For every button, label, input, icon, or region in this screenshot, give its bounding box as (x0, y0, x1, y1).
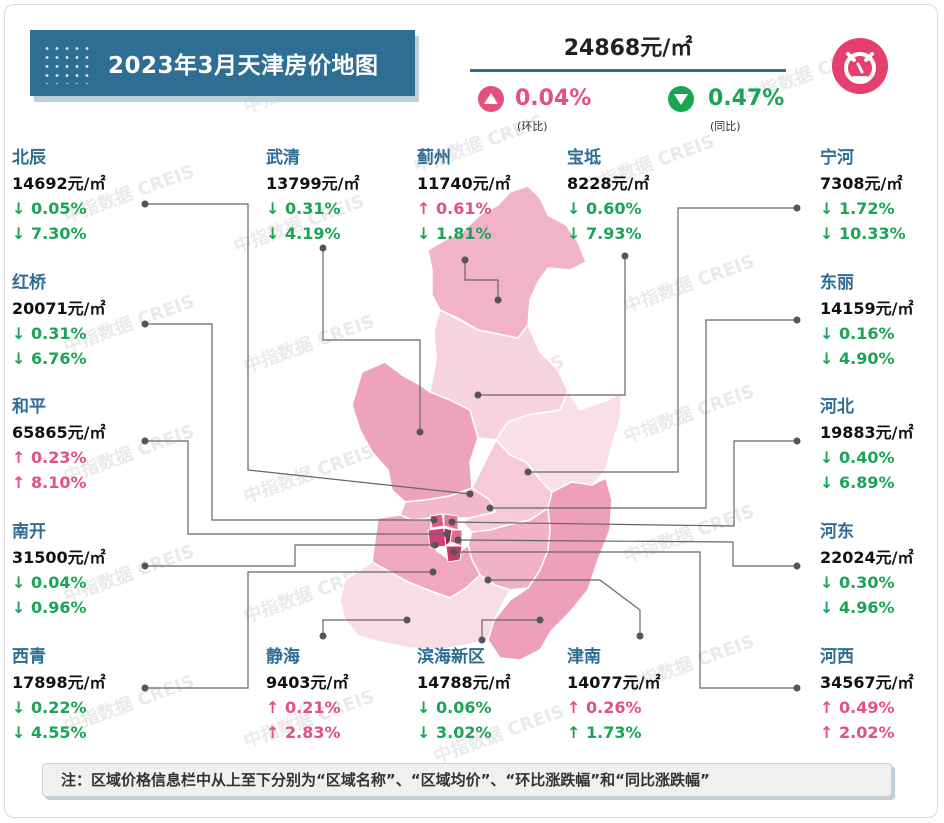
district-name: 南开 (12, 522, 46, 542)
district-mom: ↑ 0.23% (12, 448, 87, 467)
yoy-change-label: (同比) (710, 120, 741, 133)
district-yoy: ↓ 7.30% (12, 224, 87, 243)
district-yoy: ↓ 7.93% (567, 224, 642, 243)
district-price: 17898元/㎡ (12, 673, 106, 692)
district-yoy: ↓ 4.96% (820, 598, 895, 617)
triangle-up-icon (478, 86, 504, 112)
district-yoy: ↑ 2.02% (820, 723, 895, 742)
triangle-down-icon (668, 86, 694, 112)
district-yoy: ↓ 0.96% (12, 598, 87, 617)
district-price: 13799元/㎡ (266, 174, 360, 193)
district-price: 14788元/㎡ (417, 673, 511, 692)
district-label-hebei: 河北 19883元/㎡ ↓ 0.40% ↓ 6.89% (820, 395, 944, 495)
district-yoy: ↓ 10.33% (820, 224, 906, 243)
district-price: 8228元/㎡ (567, 174, 650, 193)
district-name: 武清 (266, 148, 300, 168)
district-name: 红桥 (12, 273, 46, 293)
district-mom: ↓ 0.06% (417, 698, 492, 717)
district-name: 东丽 (820, 273, 854, 293)
district-yoy: ↓ 4.90% (820, 349, 895, 368)
district-yoy: ↓ 4.19% (266, 224, 341, 243)
page-frame (4, 4, 938, 818)
divider (470, 69, 786, 72)
district-price: 11740元/㎡ (417, 174, 511, 193)
district-name: 河东 (820, 522, 854, 542)
district-price: 34567元/㎡ (820, 673, 914, 692)
district-label-binhai: 滨海新区 14788元/㎡ ↓ 0.06% ↓ 3.02% (417, 645, 547, 745)
district-label-jinnan: 津南 14077元/㎡ ↑ 0.26% ↑ 1.73% (567, 645, 697, 745)
creis-logo-icon (832, 38, 888, 94)
district-mom: ↓ 0.04% (12, 573, 87, 592)
district-label-baodi: 宝坻 8228元/㎡ ↓ 0.60% ↓ 7.93% (567, 146, 697, 246)
district-yoy: ↓ 3.02% (417, 723, 492, 742)
footer-note: 注：区域价格信息栏中从上至下分别为“区域名称”、“区域均价”、“环比涨跌幅”和“… (42, 763, 892, 797)
district-yoy: ↑ 1.73% (567, 723, 642, 742)
district-mom: ↑ 0.26% (567, 698, 642, 717)
yoy-change-value: 0.47% (708, 86, 785, 111)
district-price: 14159元/㎡ (820, 299, 914, 318)
district-mom: ↑ 0.21% (266, 698, 341, 717)
district-name: 蓟州 (417, 148, 451, 168)
district-name: 西青 (12, 647, 46, 667)
district-name: 宝坻 (567, 148, 601, 168)
dots-decoration-icon (42, 44, 90, 84)
mom-change-label: (环比) (517, 120, 548, 133)
district-label-jinghai: 静海 9403元/㎡ ↑ 0.21% ↑ 2.83% (266, 645, 396, 745)
district-label-heping: 和平 65865元/㎡ ↑ 0.23% ↑ 8.10% (12, 395, 142, 495)
district-mom: ↑ 0.49% (820, 698, 895, 717)
district-label-hexi: 河西 34567元/㎡ ↑ 0.49% ↑ 2.02% (820, 645, 944, 745)
district-name: 宁河 (820, 148, 854, 168)
district-yoy: ↑ 8.10% (12, 473, 87, 492)
district-mom: ↓ 0.16% (820, 324, 895, 343)
district-name: 河北 (820, 397, 854, 417)
district-price: 65865元/㎡ (12, 423, 106, 442)
district-price: 19883元/㎡ (820, 423, 914, 442)
district-name: 滨海新区 (417, 647, 485, 667)
district-mom: ↓ 0.60% (567, 199, 642, 218)
district-yoy: ↓ 6.89% (820, 473, 895, 492)
district-mom: ↓ 0.31% (266, 199, 341, 218)
district-price: 22024元/㎡ (820, 548, 914, 567)
district-name: 静海 (266, 647, 300, 667)
district-yoy: ↓ 6.76% (12, 349, 87, 368)
district-name: 河西 (820, 647, 854, 667)
district-price: 31500元/㎡ (12, 548, 106, 567)
district-name: 津南 (567, 647, 601, 667)
district-yoy: ↓ 1.81% (417, 224, 492, 243)
region-jinghai[interactable] (339, 561, 512, 651)
district-mom: ↓ 0.40% (820, 448, 895, 467)
district-mom: ↑ 0.61% (417, 199, 492, 218)
district-label-dongli: 东丽 14159元/㎡ ↓ 0.16% ↓ 4.90% (820, 271, 944, 371)
district-yoy: ↑ 2.83% (266, 723, 341, 742)
district-price: 14077元/㎡ (567, 673, 661, 692)
district-label-nankai: 南开 31500元/㎡ ↓ 0.04% ↓ 0.96% (12, 520, 142, 620)
mom-change-value: 0.04% (515, 86, 592, 111)
district-mom: ↓ 0.31% (12, 324, 87, 343)
district-yoy: ↓ 4.55% (12, 723, 87, 742)
district-label-wuqing: 武清 13799元/㎡ ↓ 0.31% ↓ 4.19% (266, 146, 396, 246)
district-price: 7308元/㎡ (820, 174, 903, 193)
district-label-hedong: 河东 22024元/㎡ ↓ 0.30% ↓ 4.96% (820, 520, 944, 620)
city-average-price: 24868元/㎡ (563, 36, 693, 61)
district-label-jizhou: 蓟州 11740元/㎡ ↑ 0.61% ↓ 1.81% (417, 146, 547, 246)
district-label-xiqing: 西青 17898元/㎡ ↓ 0.22% ↓ 4.55% (12, 645, 142, 745)
district-price: 20071元/㎡ (12, 299, 106, 318)
district-mom: ↓ 0.30% (820, 573, 895, 592)
district-price: 14692元/㎡ (12, 174, 106, 193)
district-mom: ↓ 0.05% (12, 199, 87, 218)
district-mom: ↓ 1.72% (820, 199, 895, 218)
district-label-beichen: 北辰 14692元/㎡ ↓ 0.05% ↓ 7.30% (12, 146, 142, 246)
district-label-hongqiao: 红桥 20071元/㎡ ↓ 0.31% ↓ 6.76% (12, 271, 142, 371)
district-name: 和平 (12, 397, 46, 417)
district-label-ninghe: 宁河 7308元/㎡ ↓ 1.72% ↓ 10.33% (820, 146, 944, 246)
district-mom: ↓ 0.22% (12, 698, 87, 717)
page-title: 2023年3月天津房价地图 (108, 53, 379, 79)
title-banner: 2023年3月天津房价地图 (30, 30, 415, 96)
district-name: 北辰 (12, 148, 46, 168)
district-price: 9403元/㎡ (266, 673, 349, 692)
